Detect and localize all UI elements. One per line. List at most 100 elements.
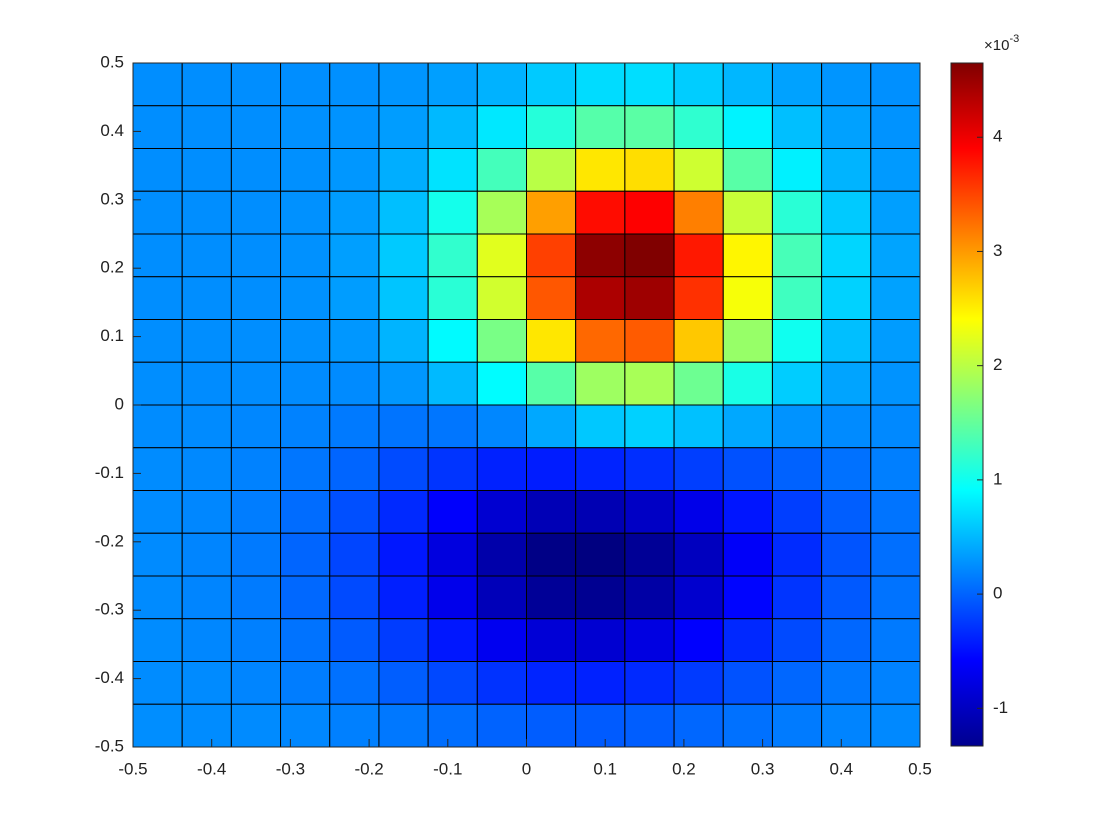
cell	[230, 532, 282, 577]
cell	[624, 190, 675, 235]
cell	[722, 661, 773, 705]
cell	[673, 361, 724, 406]
cell	[821, 62, 872, 107]
cell	[526, 618, 577, 662]
cell	[230, 404, 282, 449]
cell	[673, 233, 724, 278]
cell	[722, 190, 773, 235]
cell	[427, 62, 478, 107]
y-tick-label: 0	[115, 394, 124, 413]
cell	[329, 618, 380, 662]
cell	[181, 233, 232, 278]
cell	[280, 404, 331, 449]
cell	[476, 233, 527, 278]
cell	[673, 490, 724, 534]
cell	[722, 618, 773, 662]
cell	[427, 233, 478, 278]
cell	[771, 319, 823, 363]
cell	[280, 661, 331, 705]
cell	[476, 661, 527, 705]
cell	[771, 490, 823, 534]
cell	[771, 62, 823, 107]
cell	[673, 532, 724, 577]
cell	[771, 532, 823, 577]
cell	[230, 62, 282, 107]
cell	[329, 661, 380, 705]
cell	[329, 703, 380, 748]
x-tick-label: 0	[522, 759, 531, 778]
cell	[476, 404, 527, 449]
cell	[821, 703, 872, 748]
colorbar-tick-label: 0	[993, 584, 1002, 603]
cell	[280, 703, 331, 748]
cell	[673, 447, 724, 491]
cell	[821, 532, 872, 577]
cell	[329, 276, 380, 320]
cell	[280, 105, 331, 149]
cell	[575, 233, 626, 278]
cell	[427, 361, 478, 406]
cell	[624, 447, 675, 491]
cell	[673, 661, 724, 705]
cell	[870, 233, 921, 278]
cell	[870, 148, 921, 192]
cell	[624, 233, 675, 278]
y-tick-label: 0.5	[100, 52, 124, 71]
cell	[821, 148, 872, 192]
cell	[526, 319, 577, 363]
x-tick-label: -0.3	[276, 759, 305, 778]
cell	[181, 319, 232, 363]
cell	[230, 276, 282, 320]
cell	[526, 190, 577, 235]
cell	[821, 190, 872, 235]
cell	[526, 62, 577, 107]
cell	[771, 575, 823, 620]
y-tick-label: 0.4	[100, 121, 124, 140]
cell	[280, 276, 331, 320]
cell	[280, 575, 331, 620]
cell	[280, 361, 331, 406]
cell	[280, 447, 331, 491]
cell	[624, 361, 675, 406]
cell	[280, 490, 331, 534]
colorbar	[950, 62, 984, 747]
cell	[821, 319, 872, 363]
colorbar-tick-label: 3	[993, 241, 1002, 260]
cell	[771, 148, 823, 192]
cell	[870, 490, 921, 534]
cell	[476, 703, 527, 748]
cell	[181, 661, 232, 705]
y-tick-label: -0.2	[95, 531, 124, 550]
cell	[821, 618, 872, 662]
y-tick-label: -0.5	[95, 736, 124, 755]
cell	[722, 703, 773, 748]
cell	[230, 618, 282, 662]
cell	[673, 190, 724, 235]
cell	[329, 148, 380, 192]
cell	[771, 618, 823, 662]
cell	[526, 661, 577, 705]
cell	[427, 618, 478, 662]
cell	[673, 148, 724, 192]
cell	[132, 447, 183, 491]
cell	[575, 661, 626, 705]
cell	[329, 233, 380, 278]
y-tick-label: -0.4	[95, 668, 124, 687]
cell	[132, 62, 183, 107]
cell	[673, 575, 724, 620]
cell	[181, 62, 232, 107]
cell	[280, 190, 331, 235]
x-tick-label: -0.1	[433, 759, 462, 778]
exponent: -3	[1009, 33, 1019, 45]
cell	[230, 447, 282, 491]
cell	[378, 62, 429, 107]
cell	[181, 532, 232, 577]
cell	[476, 62, 527, 107]
cell	[624, 319, 675, 363]
cell	[575, 618, 626, 662]
cell	[673, 319, 724, 363]
x-tick-label: 0.3	[751, 759, 775, 778]
cell	[526, 703, 577, 748]
cell	[575, 532, 626, 577]
cell	[476, 148, 527, 192]
